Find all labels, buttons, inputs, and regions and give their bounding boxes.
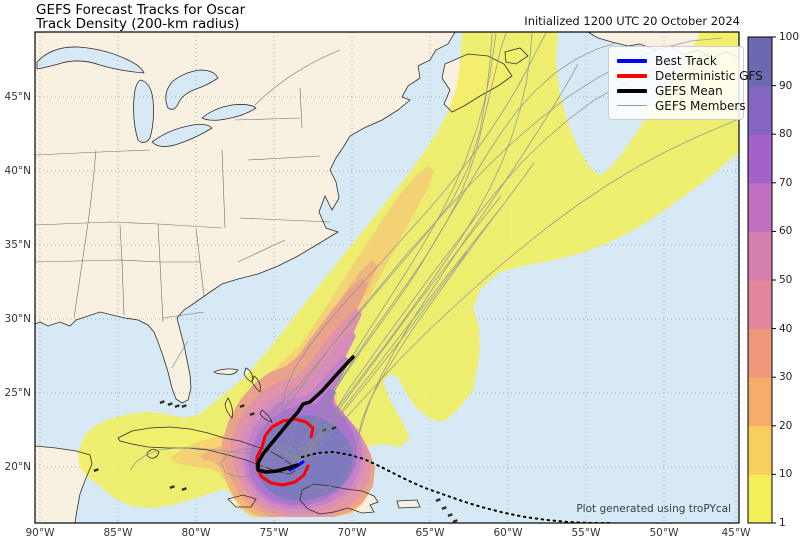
x-tick-label: 50°W — [649, 527, 679, 539]
x-tick-label: 80°W — [181, 527, 211, 539]
colorbar-tick-label: 20 — [779, 419, 793, 432]
x-tick-label: 85°W — [103, 527, 133, 539]
init-time-label: Initialized 1200 UTC 20 October 2024 — [524, 14, 740, 28]
colorbar-tick-label: 70 — [779, 176, 793, 189]
chart-title-line2: Track Density (200-km radius) — [36, 16, 240, 32]
legend-item-label: GEFS Members — [655, 98, 746, 113]
legend-item: GEFS Mean — [617, 83, 735, 98]
colorbar-tick-label: 90 — [779, 79, 793, 92]
chart-title-line1: GEFS Forecast Tracks for Oscar — [36, 2, 246, 18]
y-tick-label: 40°N — [4, 165, 31, 177]
y-tick-label: 20°N — [4, 461, 31, 473]
legend-swatch-line — [617, 73, 647, 78]
state-borders — [35, 49, 341, 323]
credit-note: Plot generated using troPYcal — [576, 503, 731, 515]
density-level-1-10 — [78, 32, 739, 508]
x-tick-label: 45°W — [721, 527, 751, 539]
legend: Best Track Deterministic GFS GEFS Mean GEFS… — [608, 46, 763, 120]
y-tick-label: 25°N — [4, 387, 31, 399]
legend-item: GEFS Members — [617, 98, 746, 113]
x-tick-label: 60°W — [493, 527, 523, 539]
plot-frame — [34, 31, 740, 524]
legend-item-label: Best Track — [655, 53, 717, 68]
legend-swatch-line — [617, 88, 647, 93]
y-tick-label: 35°N — [4, 239, 31, 251]
colorbar-tick-label: 80 — [779, 128, 793, 141]
x-tick-label: 90°W — [25, 527, 55, 539]
colorbar-tick-label: 1 — [779, 517, 786, 529]
legend-item: Deterministic GFS — [617, 68, 763, 83]
x-tick-label: 75°W — [259, 527, 289, 539]
colorbar-tick-label: 40 — [779, 322, 793, 335]
legend-swatch-line — [617, 58, 647, 63]
x-tick-label: 55°W — [571, 527, 601, 539]
legend-item-label: Deterministic GFS — [655, 68, 763, 83]
colorbar-tick-label: 60 — [779, 225, 793, 238]
y-tick-label: 30°N — [4, 313, 31, 325]
legend-swatch-line — [617, 105, 647, 106]
colorbar-tick-label: 100 — [779, 31, 800, 43]
deterministic-gfs-track — [255, 417, 315, 487]
y-tick-label: 45°N — [4, 91, 31, 103]
gefs-mean-track — [256, 355, 355, 474]
legend-item-label: GEFS Mean — [655, 83, 723, 98]
x-tick-label: 70°W — [337, 527, 367, 539]
legend-item: Best Track — [617, 53, 735, 68]
colorbar — [747, 36, 776, 524]
colorbar-tick-label: 10 — [779, 468, 793, 481]
colorbar-tick-label: 50 — [779, 274, 793, 286]
colorbar-tick-label: 30 — [779, 371, 793, 384]
x-tick-label: 65°W — [415, 527, 445, 539]
